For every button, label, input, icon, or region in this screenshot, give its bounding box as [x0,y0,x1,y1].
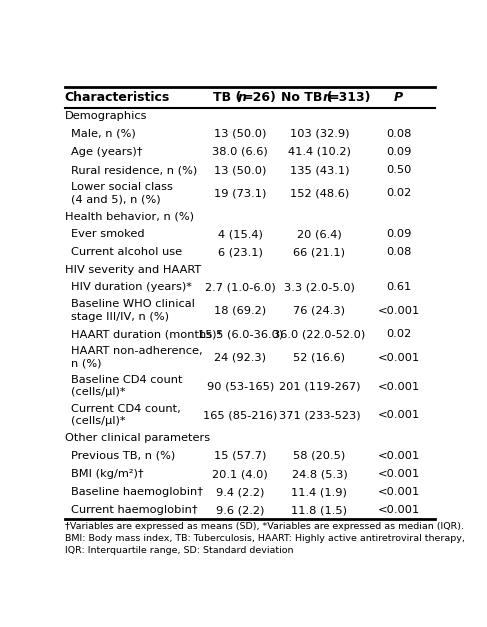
Text: 201 (119-267): 201 (119-267) [279,382,360,392]
Text: 165 (85-216): 165 (85-216) [203,411,277,420]
Text: Current alcohol use: Current alcohol use [72,247,183,257]
Text: 41.4 (10.2): 41.4 (10.2) [288,147,351,157]
Text: 11.8 (1.5): 11.8 (1.5) [291,505,347,515]
Text: stage III/IV, n (%): stage III/IV, n (%) [72,312,169,322]
Text: 6 (23.1): 6 (23.1) [218,247,262,257]
Text: HIV duration (years)*: HIV duration (years)* [72,282,192,292]
Text: 0.09: 0.09 [386,147,412,157]
Text: 90 (53-165): 90 (53-165) [206,382,274,392]
Text: 20.1 (4.0): 20.1 (4.0) [212,469,268,479]
Text: 0.02: 0.02 [386,189,412,199]
Text: Health behavior, n (%): Health behavior, n (%) [65,211,194,221]
Text: 0.08: 0.08 [386,129,412,139]
Text: 0.09: 0.09 [386,229,412,239]
Text: 24 (92.3): 24 (92.3) [214,353,266,363]
Text: (cells/µl)*: (cells/µl)* [72,416,126,426]
Text: n (%): n (%) [72,359,102,369]
Text: 13 (50.0): 13 (50.0) [214,129,266,139]
Text: 0.50: 0.50 [386,165,412,175]
Text: <0.001: <0.001 [377,469,420,479]
Text: <0.001: <0.001 [377,306,420,316]
Text: HAART non-adherence,: HAART non-adherence, [72,346,203,356]
Text: 20 (6.4): 20 (6.4) [297,229,342,239]
Text: 66 (21.1): 66 (21.1) [293,247,345,257]
Text: 0.02: 0.02 [386,329,412,339]
Text: 11.4 (1.9): 11.4 (1.9) [292,487,347,497]
Text: 0.08: 0.08 [386,247,412,257]
Text: Current CD4 count,: Current CD4 count, [72,404,181,414]
Text: n: n [322,91,331,104]
Text: 58 (20.5): 58 (20.5) [293,451,346,461]
Text: 24.8 (5.3): 24.8 (5.3) [292,469,347,479]
Text: Characteristics: Characteristics [65,91,170,104]
Text: Baseline CD4 count: Baseline CD4 count [72,375,183,385]
Text: 19 (73.1): 19 (73.1) [214,189,266,199]
Text: 15 (57.7): 15 (57.7) [214,451,266,461]
Text: 9.4 (2.2): 9.4 (2.2) [216,487,264,497]
Text: Lower social class: Lower social class [72,182,173,192]
Text: Other clinical parameters: Other clinical parameters [65,433,210,443]
Text: 4 (15.4): 4 (15.4) [218,229,262,239]
Text: HAART duration (months)*: HAART duration (months)* [72,329,223,339]
Text: Age (years)†: Age (years)† [72,147,143,157]
Text: 2.7 (1.0-6.0): 2.7 (1.0-6.0) [205,282,276,292]
Text: Ever smoked: Ever smoked [72,229,145,239]
Text: No TB (: No TB ( [281,91,333,104]
Text: 36.0 (22.0-52.0): 36.0 (22.0-52.0) [273,329,366,339]
Text: <0.001: <0.001 [377,382,420,392]
Text: HIV severity and HAART: HIV severity and HAART [65,265,201,275]
Text: <0.001: <0.001 [377,505,420,515]
Text: <0.001: <0.001 [377,353,420,363]
Text: Baseline WHO clinical: Baseline WHO clinical [72,299,195,309]
Text: Male, n (%): Male, n (%) [72,129,136,139]
Text: P: P [394,91,403,104]
Text: <0.001: <0.001 [377,411,420,420]
Text: 76 (24.3): 76 (24.3) [293,306,345,316]
Text: 13 (50.0): 13 (50.0) [214,165,266,175]
Text: TB (: TB ( [213,91,242,104]
Text: BMI (kg/m²)†: BMI (kg/m²)† [72,469,144,479]
Text: <0.001: <0.001 [377,451,420,461]
Text: 3.3 (2.0-5.0): 3.3 (2.0-5.0) [284,282,355,292]
Text: =26): =26) [243,91,277,104]
Text: (cells/µl)*: (cells/µl)* [72,387,126,398]
Text: 52 (16.6): 52 (16.6) [293,353,345,363]
Text: 371 (233-523): 371 (233-523) [279,411,360,420]
Text: Previous TB, n (%): Previous TB, n (%) [72,451,176,461]
Text: (4 and 5), n (%): (4 and 5), n (%) [72,194,161,204]
Text: 0.61: 0.61 [386,282,412,292]
Text: Current haemoglobin†: Current haemoglobin† [72,505,198,515]
Text: n: n [237,91,246,104]
Text: †Variables are expressed as means (SD), *Variables are expressed as median (IQR): †Variables are expressed as means (SD), … [65,522,465,555]
Text: Rural residence, n (%): Rural residence, n (%) [72,165,198,175]
Text: =313): =313) [328,91,371,104]
Text: Baseline haemoglobin†: Baseline haemoglobin† [72,487,204,497]
Text: 15.5 (6.0-36.0): 15.5 (6.0-36.0) [198,329,283,339]
Text: 135 (43.1): 135 (43.1) [290,165,349,175]
Text: 152 (48.6): 152 (48.6) [290,189,349,199]
Text: 18 (69.2): 18 (69.2) [214,306,266,316]
Text: 103 (32.9): 103 (32.9) [290,129,349,139]
Text: Demographics: Demographics [65,111,147,121]
Text: <0.001: <0.001 [377,487,420,497]
Text: 38.0 (6.6): 38.0 (6.6) [212,147,268,157]
Text: 9.6 (2.2): 9.6 (2.2) [216,505,264,515]
